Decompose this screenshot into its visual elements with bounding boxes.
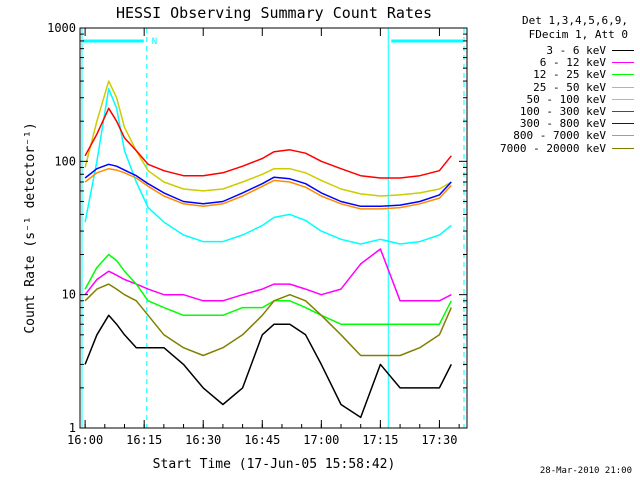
legend-swatch-3: [612, 86, 634, 88]
y-tick-label-0: 1: [69, 421, 76, 435]
legend-item-1: 6 - 12 keV: [540, 56, 634, 69]
series-line-1: [84, 248, 452, 302]
x-tick-label-3: 16:45: [244, 433, 280, 447]
series-line-7: [84, 167, 452, 210]
legend-item-2: 12 - 25 keV: [533, 68, 634, 81]
series-line-2: [84, 253, 452, 325]
legend-label-3: 25 - 50 keV: [533, 80, 606, 94]
series-line-4: [84, 80, 452, 197]
legend-swatch-8: [612, 147, 634, 149]
legend-label-4: 50 - 100 keV: [526, 92, 606, 106]
legend-swatch-4: [612, 98, 634, 100]
legend-item-4: 50 - 100 keV: [527, 93, 634, 106]
chart-title: HESSI Observing Summary Count Rates: [116, 4, 432, 22]
x-axis-label: Start Time (17-Jun-05 15:58:42): [153, 457, 396, 472]
legend-header-line-2: FDecim 1, Att 0: [528, 28, 628, 41]
plot-frame: [79, 27, 468, 429]
series-line-3: [84, 88, 452, 245]
x-tick-label-2: 16:30: [185, 433, 221, 447]
x-tick-label-6: 17:30: [421, 433, 457, 447]
legend-swatch-5: [612, 111, 634, 112]
y-tick-label-1: 10: [62, 288, 76, 302]
legend-swatch-0: [612, 50, 634, 51]
x-tick-label-4: 17:00: [303, 433, 339, 447]
legend-label-6: 300 - 800 keV: [519, 117, 606, 131]
legend-swatch-1: [612, 62, 634, 64]
legend-header-line-1: Det 1,3,4,5,6,9,: [522, 14, 628, 27]
series-line-8: [84, 283, 452, 357]
legend-swatch-2: [612, 74, 634, 76]
flag-label: N: [152, 37, 157, 47]
footer-timestamp: 28-Mar-2010 21:00: [539, 466, 632, 476]
legend-swatch-7: [612, 135, 634, 137]
series-line-0: [84, 314, 452, 419]
legend-label-1: 6 - 12 keV: [539, 56, 606, 70]
legend-label-5: 100 - 300 keV: [519, 105, 606, 118]
series-line-5: [84, 107, 452, 179]
y-axis-label: Count Rate (s⁻¹ detector⁻¹): [23, 122, 38, 333]
legend-label-2: 12 - 25 keV: [533, 68, 606, 82]
x-tick-label-1: 16:15: [126, 433, 162, 447]
legend-item-7: 800 - 7000 keV: [513, 129, 634, 142]
y-tick-label-3: 1000: [47, 21, 76, 35]
x-tick-label-0: 16:00: [67, 433, 103, 447]
legend-item-0: 3 - 6 keV: [546, 44, 634, 57]
legend-swatch-6: [612, 123, 634, 125]
y-tick-label-2: 100: [54, 154, 76, 168]
legend-label-8: 7000 - 20000 keV: [500, 141, 606, 155]
legend-item-3: 25 - 50 keV: [533, 81, 634, 94]
legend-item-6: 300 - 800 keV: [520, 117, 634, 130]
x-tick-label-5: 17:15: [362, 433, 398, 447]
legend-item-8: 7000 - 20000 keV: [500, 142, 634, 155]
series-line-6: [84, 163, 452, 208]
legend-item-5: 100 - 300 keV: [520, 105, 634, 118]
legend-label-7: 800 - 7000 keV: [513, 129, 606, 143]
legend-label-0: 3 - 6 keV: [546, 44, 606, 57]
